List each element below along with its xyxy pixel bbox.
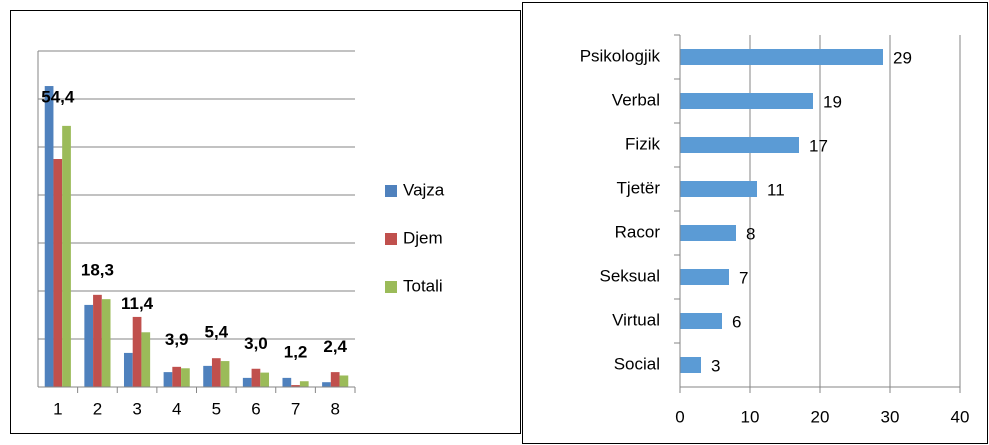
x-tick-label: 5 [212, 399, 221, 418]
x-tick-label: 3 [132, 399, 141, 418]
right-frame [522, 2, 988, 444]
y-tick-label: Psikologjik [580, 46, 661, 65]
legend-label: Totali [403, 276, 443, 295]
data-label: 18,3 [81, 261, 114, 280]
bar [242, 377, 252, 387]
legend-swatch [385, 281, 397, 293]
data-label: 11,4 [121, 294, 154, 313]
y-tick-label: Virtual [612, 310, 660, 329]
bar [203, 365, 212, 387]
bar [330, 372, 340, 387]
bar [680, 93, 813, 109]
data-label: 6 [732, 312, 741, 331]
data-label: 8 [746, 224, 755, 243]
x-tick-label: 0 [675, 407, 684, 426]
data-label: 17 [809, 136, 828, 155]
y-tick-label: Fizik [625, 134, 660, 153]
y-tick-label: Racor [615, 222, 661, 241]
bar [680, 269, 729, 285]
bar [260, 372, 270, 387]
bar [132, 316, 142, 387]
x-tick-label: 1 [53, 399, 62, 418]
bar [93, 294, 102, 387]
bar [62, 125, 71, 387]
x-tick-label: 4 [172, 399, 181, 418]
bar [282, 377, 292, 387]
x-tick-label: 8 [330, 399, 339, 418]
bar [172, 366, 182, 387]
data-label: 11 [767, 180, 785, 199]
legend-label: Djem [403, 228, 443, 247]
x-tick-label: 6 [251, 399, 260, 418]
bar [680, 225, 736, 241]
legend-swatch [385, 233, 397, 245]
x-tick-label: 20 [811, 407, 830, 426]
bar [163, 372, 173, 387]
bar [220, 361, 230, 387]
bar [141, 332, 151, 387]
bar [291, 385, 300, 387]
bar [680, 313, 722, 329]
data-label: 3,0 [244, 334, 268, 353]
bar [339, 375, 349, 387]
data-label: 3,9 [165, 330, 189, 349]
bar [181, 368, 190, 387]
y-tick-label: Social [614, 354, 660, 373]
data-label: 3 [711, 356, 720, 375]
x-tick-label: 40 [951, 407, 970, 426]
x-tick-label: 30 [881, 407, 900, 426]
data-label: 2,4 [323, 337, 347, 356]
bar [680, 357, 701, 373]
y-tick-label: Tjetër [617, 178, 661, 197]
bar [84, 304, 94, 387]
data-label: 1,2 [284, 343, 308, 362]
bar [322, 382, 331, 387]
data-label: 54,4 [41, 87, 75, 106]
legend-label: Vajza [403, 180, 445, 199]
bar [680, 181, 757, 197]
bar [680, 137, 799, 153]
y-tick-label: Verbal [612, 90, 660, 109]
data-label: 29 [893, 48, 912, 67]
bar [44, 86, 54, 387]
legend-swatch [385, 185, 397, 197]
bar [211, 358, 221, 387]
bar [123, 352, 133, 387]
bar [53, 159, 63, 387]
y-tick-label: Seksual [600, 266, 660, 285]
data-label: 5,4 [204, 323, 228, 342]
x-tick-label: 2 [93, 399, 102, 418]
bar [101, 299, 111, 387]
x-tick-label: 10 [741, 407, 760, 426]
bar [680, 49, 883, 65]
bar [299, 381, 309, 387]
data-label: 7 [739, 268, 748, 287]
bar [251, 368, 261, 387]
x-tick-label: 7 [291, 399, 300, 418]
data-label: 19 [823, 92, 842, 111]
